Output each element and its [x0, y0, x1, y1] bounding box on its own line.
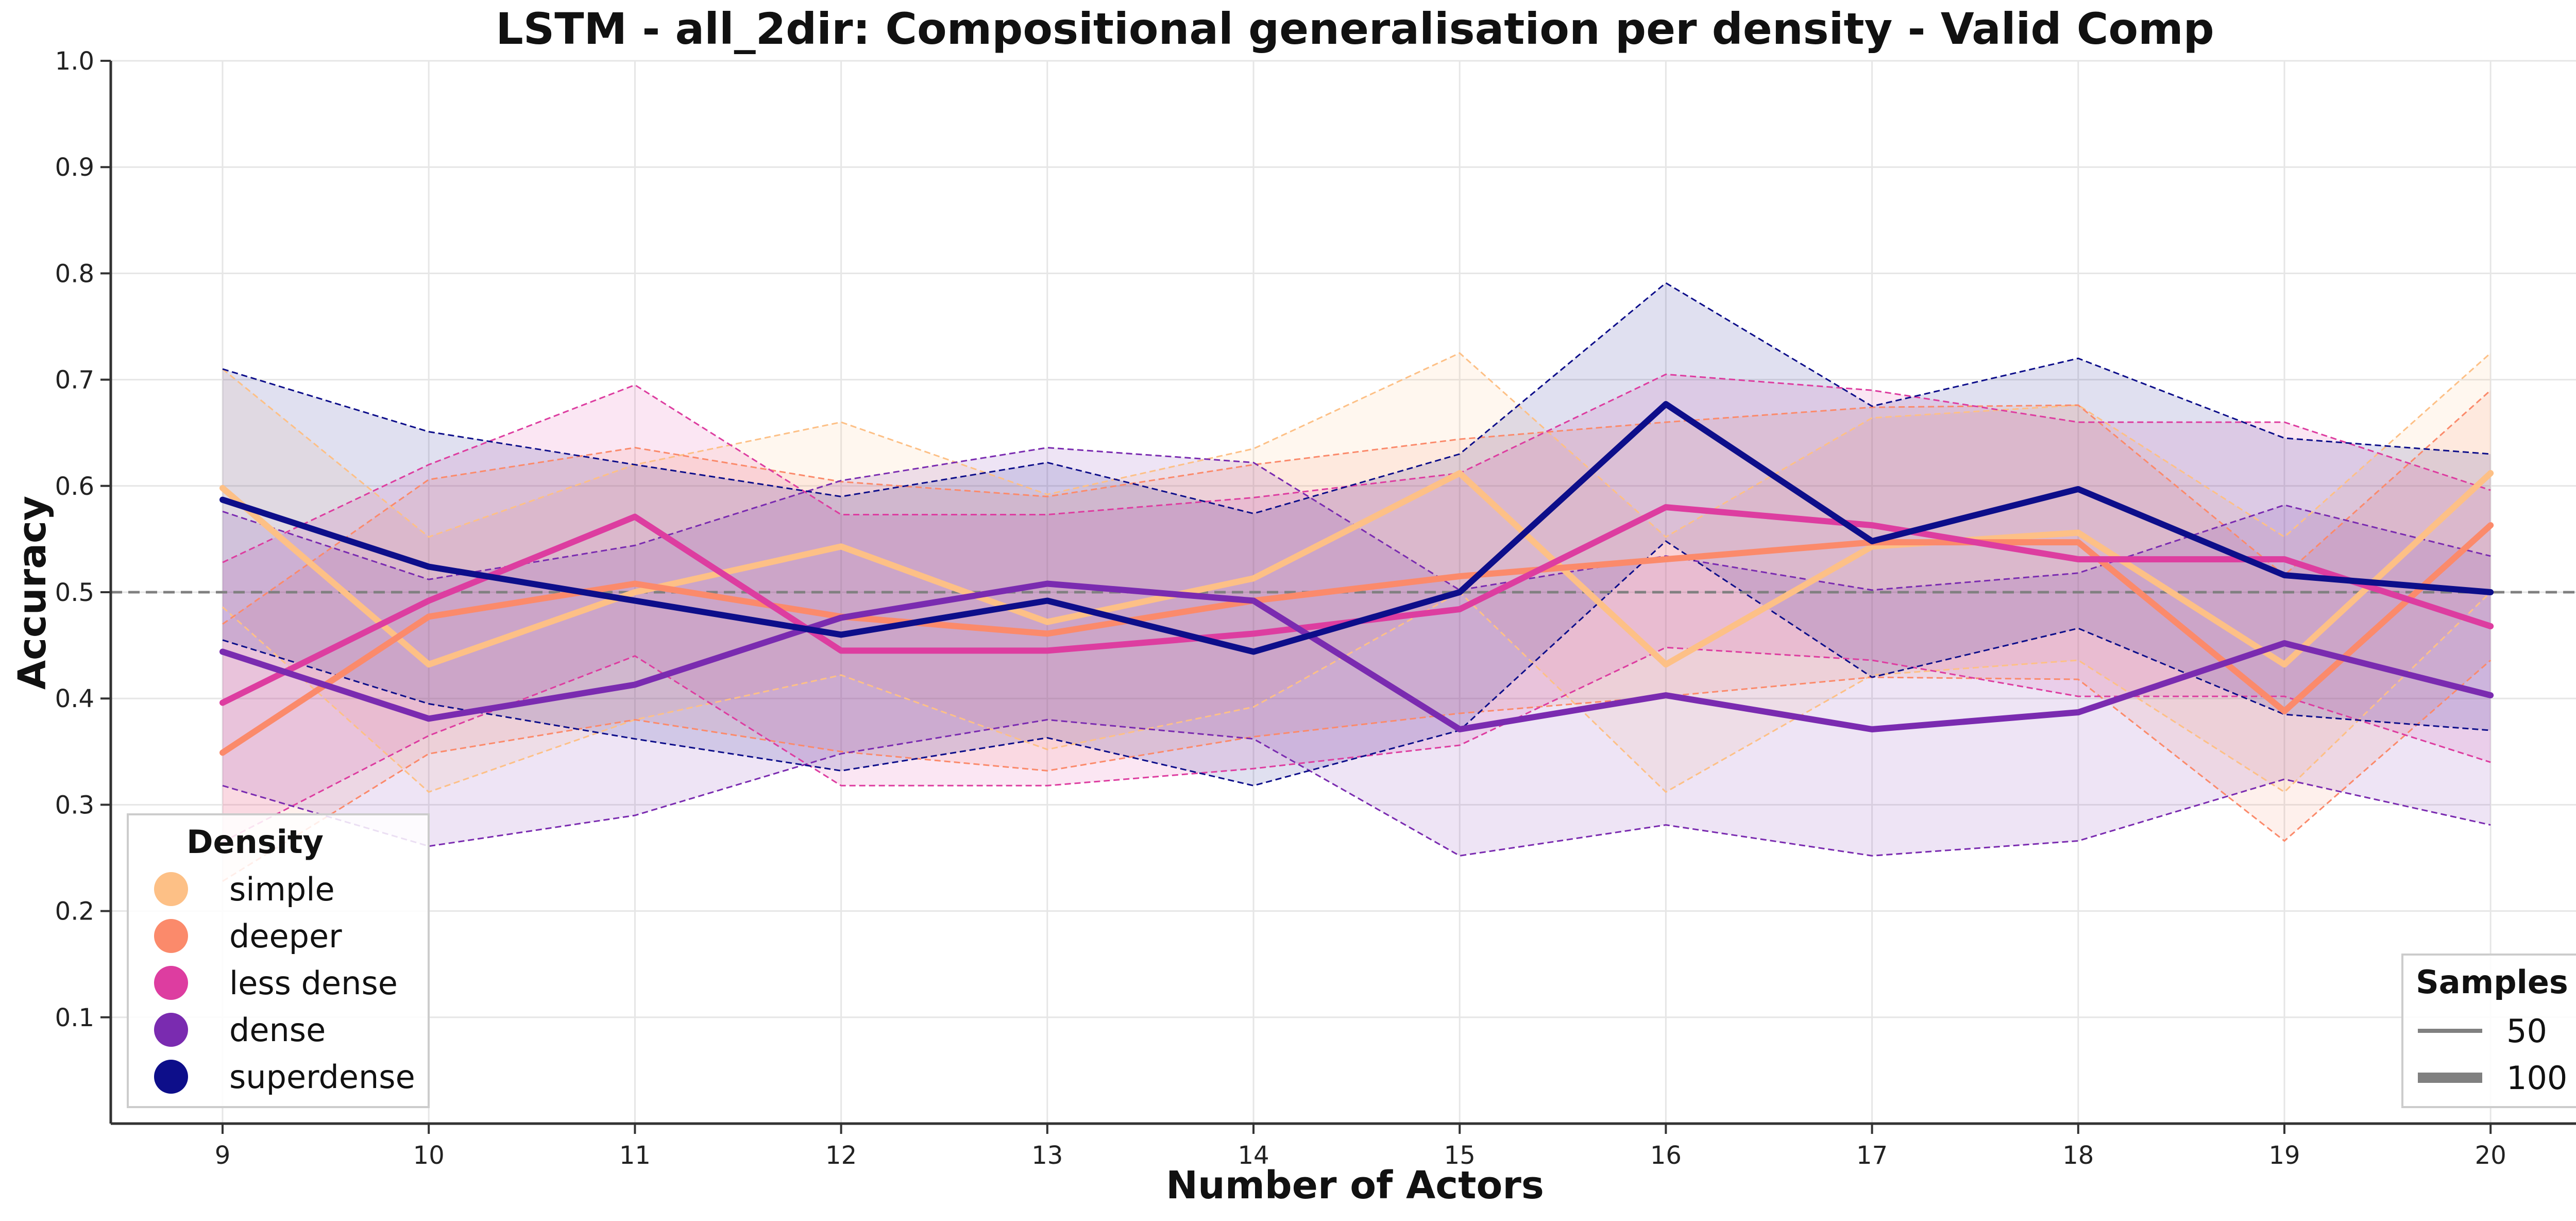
- legend-label-superdense: superdense: [229, 1058, 415, 1096]
- y-tick-label: 0.7: [55, 366, 94, 395]
- legend-label-less-dense: less dense: [229, 964, 398, 1002]
- deeper-lower-bound: [222, 659, 2492, 882]
- x-tick-label: 11: [619, 1141, 651, 1170]
- legend-label-dense: dense: [229, 1011, 326, 1049]
- samples-legend-label-100: 100: [2506, 1059, 2567, 1097]
- less-dense-lower-bound: [222, 646, 2491, 843]
- density-legend: Density simple deeper less dense dense super…: [127, 813, 430, 1108]
- legend-label-simple: simple: [229, 871, 335, 908]
- deeper-line: [219, 522, 2494, 756]
- x-tick-label: 10: [413, 1141, 445, 1170]
- y-tick-label: 0.3: [55, 791, 94, 819]
- legend-marker-superdense: [154, 1060, 188, 1094]
- x-axis-label: Number of Actors: [1166, 1163, 1544, 1208]
- density-legend-title: Density: [187, 823, 324, 861]
- superdense-line: [219, 401, 2494, 655]
- dense-line: [219, 580, 2494, 732]
- simple-lower-bound: [222, 591, 2492, 793]
- x-tick-label: 20: [2475, 1141, 2506, 1170]
- less-dense-upper-bound: [222, 373, 2491, 563]
- y-tick-label: 0.1: [55, 1003, 94, 1032]
- deeper-band: [223, 390, 2491, 881]
- legend-label-deeper: deeper: [229, 917, 342, 955]
- x-tick-label: 18: [2062, 1141, 2094, 1170]
- y-tick-label: 0.8: [55, 259, 94, 288]
- y-tick-label: 0.5: [55, 578, 94, 607]
- y-tick-label: 0.2: [55, 897, 94, 926]
- legend-marker-less-dense: [154, 966, 188, 1000]
- x-tick-label: 9: [215, 1141, 231, 1170]
- samples-legend: Samples 50 100: [2401, 954, 2576, 1108]
- y-tick-label: 1.0: [55, 47, 94, 76]
- legend-marker-deeper: [154, 919, 188, 953]
- dense-lower-bound: [222, 718, 2491, 857]
- y-axis-label: Accuracy: [10, 496, 55, 690]
- legend-marker-simple: [154, 872, 188, 906]
- x-tick-label: 13: [1031, 1141, 1063, 1170]
- x-tick-label: 19: [2268, 1141, 2300, 1170]
- x-tick-label: 17: [1856, 1141, 1888, 1170]
- dense-band: [223, 447, 2491, 856]
- y-tick-label: 0.6: [55, 472, 94, 501]
- x-tick-label: 14: [1238, 1141, 1269, 1170]
- confidence-bands: [223, 282, 2491, 881]
- samples-legend-title: Samples: [2416, 963, 2568, 1001]
- x-tick-label: 16: [1650, 1141, 1682, 1170]
- deeper-upper-bound: [222, 390, 2492, 625]
- superdense-band: [223, 282, 2491, 786]
- superdense-lower-bound: [222, 540, 2491, 787]
- less-dense-band: [223, 374, 2491, 842]
- x-tick-label: 12: [825, 1141, 857, 1170]
- simple-band: [223, 353, 2491, 792]
- simple-upper-bound: [222, 352, 2492, 538]
- series-lines: [219, 401, 2494, 756]
- y-tick-label: 0.9: [55, 153, 94, 182]
- y-tick-label: 0.4: [55, 684, 94, 713]
- chart-title: LSTM - all_2dir: Compositional generalis…: [496, 4, 2214, 54]
- density-legend-box: [127, 813, 430, 1108]
- legend-marker-dense: [154, 1013, 188, 1047]
- x-tick-label: 15: [1444, 1141, 1476, 1170]
- simple-line: [219, 470, 2494, 668]
- samples-legend-label-50: 50: [2506, 1012, 2547, 1050]
- axes: 0.1 0.2 0.3 0.4 0.5 0.6 0.7 0.8 0.9 1.0 9 10 11 12 13 1…: [55, 47, 2576, 1170]
